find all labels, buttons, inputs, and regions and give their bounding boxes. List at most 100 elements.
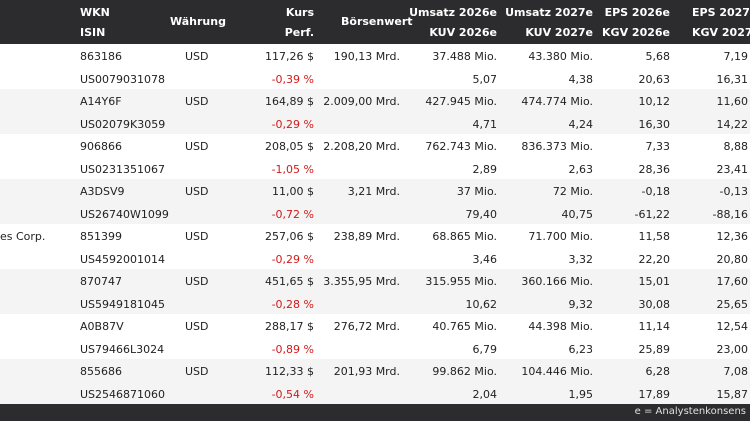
kuv2026-cell: 3,46 — [472, 253, 498, 266]
umsatz2026-cell: 68.865 Mio. — [432, 230, 497, 243]
col-umsatz2027-header[interactable]: Umsatz 2027e — [505, 6, 593, 19]
eps2026-cell: 7,33 — [645, 140, 671, 153]
eps2026-cell: 10,12 — [638, 95, 671, 108]
eps2026-cell: 11,14 — [638, 320, 671, 333]
umsatz2027-cell: 104.446 Mio. — [521, 365, 593, 378]
isin-cell: US4592001014 — [80, 253, 166, 266]
company-name[interactable]: es Corp. — [0, 230, 46, 243]
table-row[interactable]: A3DSV9 US26740W1099 USD 11,00 $ -0,72 % … — [0, 179, 750, 224]
kgv2026-cell: 28,36 — [638, 163, 671, 176]
col-perf-header[interactable]: Perf. — [284, 26, 314, 39]
boersenwert-cell: 238,89 Mrd. — [333, 230, 400, 243]
umsatz2026-cell: 37 Mio. — [456, 185, 497, 198]
col-waehrung-header[interactable]: Währung — [170, 15, 226, 28]
waehrung-cell: USD — [185, 140, 209, 153]
boersenwert-cell: 201,93 Mrd. — [333, 365, 400, 378]
table-row[interactable]: 870747 US5949181045 USD 451,65 $ -0,28 %… — [0, 269, 750, 314]
table-row[interactable]: A0B87V US79466L3024 USD 288,17 $ -0,89 %… — [0, 314, 750, 359]
table-header: WKN ISIN Währung Kurs Perf. Börsenwert U… — [0, 0, 750, 44]
umsatz2027-cell: 836.373 Mio. — [521, 140, 593, 153]
umsatz2026-cell: 427.945 Mio. — [425, 95, 497, 108]
umsatz2027-cell: 360.166 Mio. — [521, 275, 593, 288]
kurs-cell: 451,65 $ — [265, 275, 314, 288]
kuv2027-cell: 4,24 — [568, 118, 594, 131]
kuv2027-cell: 4,38 — [568, 73, 594, 86]
kuv2027-cell: 40,75 — [561, 208, 594, 221]
kuv2026-cell: 5,07 — [472, 73, 498, 86]
waehrung-cell: USD — [185, 275, 209, 288]
isin-cell: US0079031078 — [80, 73, 166, 86]
col-kuv2026-header[interactable]: KUV 2026e — [429, 26, 497, 39]
umsatz2027-cell: 43.380 Mio. — [528, 50, 593, 63]
kgv2027-cell: 16,31 — [716, 73, 749, 86]
kurs-cell: 11,00 $ — [272, 185, 314, 198]
kgv2026-cell: 17,89 — [638, 388, 671, 401]
kgv2027-cell: 23,00 — [716, 343, 749, 356]
umsatz2026-cell: 40.765 Mio. — [432, 320, 497, 333]
col-eps2027-header[interactable]: EPS 2027e — [692, 6, 750, 19]
perf-cell: -0,54 % — [271, 388, 314, 401]
eps2026-cell: 6,28 — [645, 365, 671, 378]
isin-cell: US2546871060 — [80, 388, 166, 401]
perf-cell: -0,39 % — [271, 73, 314, 86]
col-umsatz2026-header[interactable]: Umsatz 2026e — [409, 6, 497, 19]
waehrung-cell: USD — [185, 365, 209, 378]
perf-cell: -0,29 % — [271, 118, 314, 131]
wkn-cell: 855686 — [80, 365, 122, 378]
eps2026-cell: 11,58 — [638, 230, 671, 243]
kgv2026-cell: 30,08 — [638, 298, 671, 311]
boersenwert-cell: 3,21 Mrd. — [347, 185, 400, 198]
table-row[interactable]: 863186 US0079031078 USD 117,26 $ -0,39 %… — [0, 44, 750, 89]
boersenwert-cell: 190,13 Mrd. — [333, 50, 400, 63]
eps2027-cell: 8,88 — [723, 140, 749, 153]
umsatz2027-cell: 72 Mio. — [552, 185, 593, 198]
waehrung-cell: USD — [185, 50, 209, 63]
eps2027-cell: 12,36 — [716, 230, 749, 243]
kuv2027-cell: 6,23 — [568, 343, 594, 356]
boersenwert-cell: 2.208,20 Mrd. — [323, 140, 400, 153]
kuv2026-cell: 10,62 — [465, 298, 498, 311]
umsatz2026-cell: 762.743 Mio. — [425, 140, 497, 153]
boersenwert-cell: 2.009,00 Mrd. — [323, 95, 400, 108]
kuv2026-cell: 6,79 — [472, 343, 498, 356]
table-row[interactable]: A14Y6F US02079K3059 USD 164,89 $ -0,29 %… — [0, 89, 750, 134]
col-kgv2026-header[interactable]: KGV 2026e — [602, 26, 670, 39]
perf-cell: -1,05 % — [271, 163, 314, 176]
col-boersenwert-header[interactable]: Börsenwert — [341, 15, 413, 28]
eps2026-cell: 5,68 — [645, 50, 671, 63]
col-kurs-header[interactable]: Kurs — [285, 6, 314, 19]
kurs-cell: 164,89 $ — [265, 95, 314, 108]
kuv2027-cell: 1,95 — [568, 388, 594, 401]
col-isin-header[interactable]: ISIN — [80, 26, 106, 39]
kgv2027-cell: 20,80 — [716, 253, 749, 266]
eps2027-cell: 7,19 — [723, 50, 749, 63]
umsatz2026-cell: 315.955 Mio. — [425, 275, 497, 288]
table-body: 863186 US0079031078 USD 117,26 $ -0,39 %… — [0, 44, 750, 404]
col-kuv2027-header[interactable]: KUV 2027e — [525, 26, 593, 39]
boersenwert-cell: 3.355,95 Mrd. — [323, 275, 400, 288]
waehrung-cell: USD — [185, 185, 209, 198]
kurs-cell: 112,33 $ — [265, 365, 314, 378]
col-eps2026-header[interactable]: EPS 2026e — [604, 6, 670, 19]
waehrung-cell: USD — [185, 95, 209, 108]
wkn-cell: 863186 — [80, 50, 122, 63]
col-wkn-header[interactable]: WKN — [80, 6, 110, 19]
table-row[interactable]: 906866 US0231351067 USD 208,05 $ -1,05 %… — [0, 134, 750, 179]
eps2027-cell: 12,54 — [716, 320, 749, 333]
table-row[interactable]: es Corp. 851399 US4592001014 USD 257,06 … — [0, 224, 750, 269]
umsatz2027-cell: 474.774 Mio. — [521, 95, 593, 108]
kgv2026-cell: -61,22 — [634, 208, 670, 221]
kuv2026-cell: 2,89 — [472, 163, 498, 176]
table-row[interactable]: 855686 US2546871060 USD 112,33 $ -0,54 %… — [0, 359, 750, 404]
isin-cell: US02079K3059 — [80, 118, 166, 131]
waehrung-cell: USD — [185, 320, 209, 333]
eps2026-cell: -0,18 — [641, 185, 670, 198]
kuv2026-cell: 79,40 — [465, 208, 498, 221]
wkn-cell: A3DSV9 — [80, 185, 125, 198]
kuv2027-cell: 2,63 — [568, 163, 594, 176]
kurs-cell: 208,05 $ — [265, 140, 314, 153]
wkn-cell: A14Y6F — [80, 95, 122, 108]
wkn-cell: A0B87V — [80, 320, 124, 333]
col-kgv2027-header[interactable]: KGV 2027e — [692, 26, 750, 39]
kgv2027-cell: -88,16 — [712, 208, 748, 221]
